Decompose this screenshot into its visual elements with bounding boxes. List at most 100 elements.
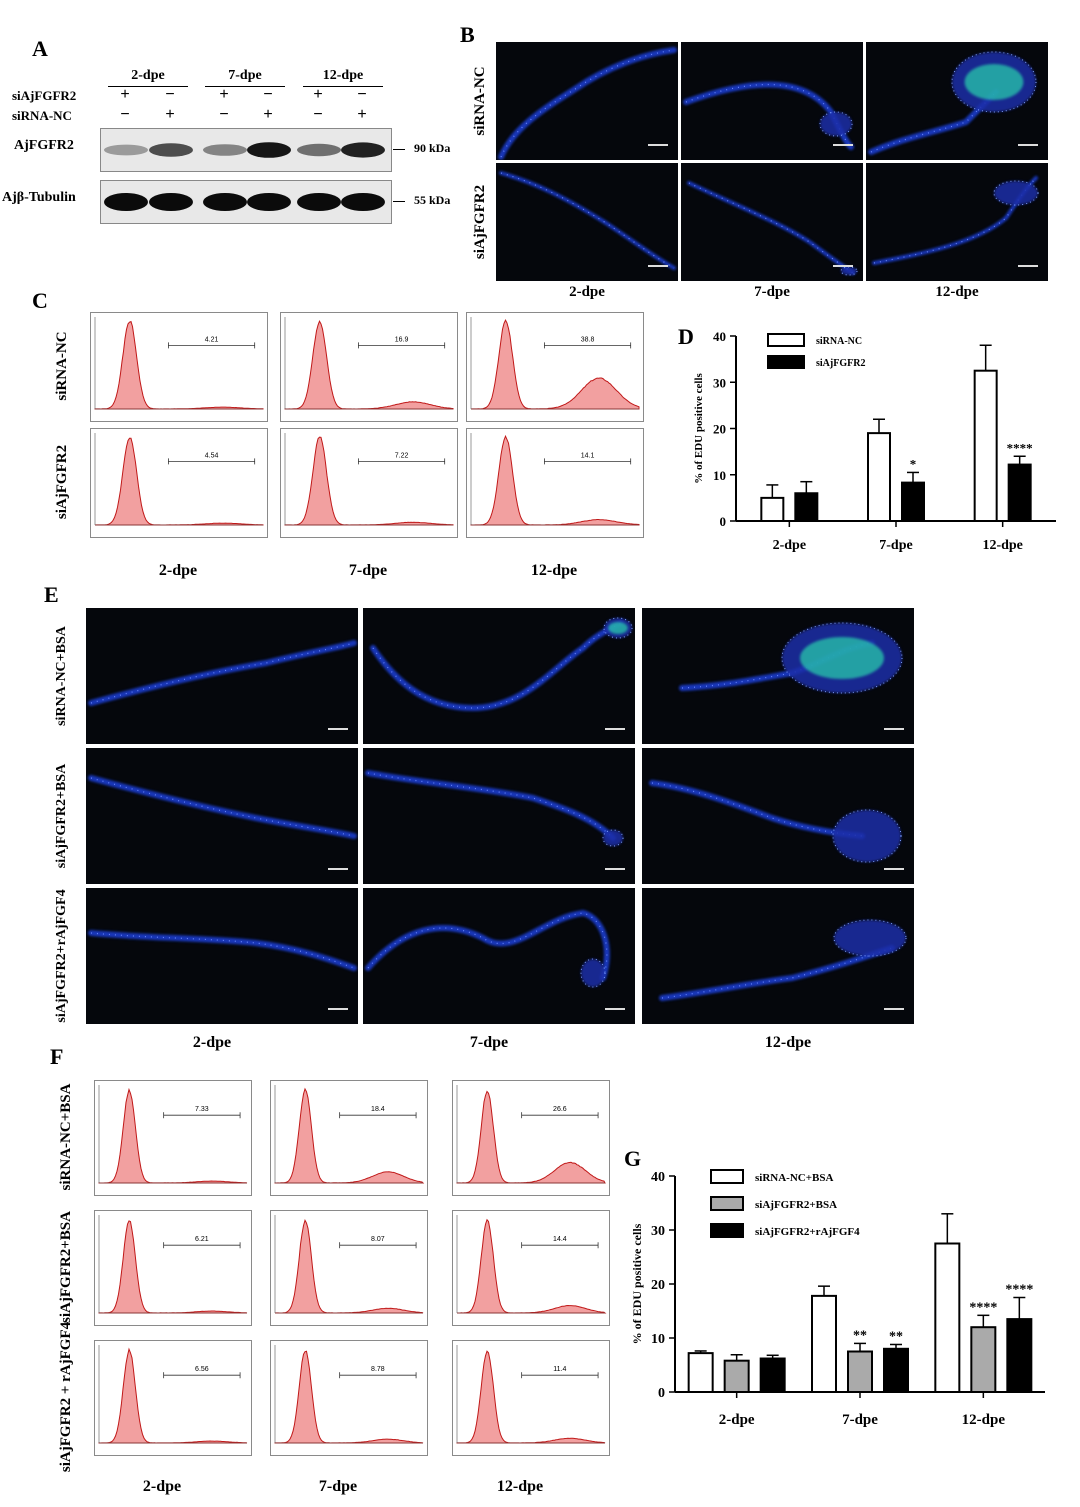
micro-image-e-sirna-nc-bsa-2-dpe xyxy=(86,608,358,744)
y-tick-label: 30 xyxy=(713,375,726,390)
wb-sign: − xyxy=(219,106,229,123)
wb-sign: − xyxy=(357,86,367,103)
tissue-image xyxy=(88,640,357,706)
y-tick-label: 20 xyxy=(651,1278,665,1293)
legend-label-siajfgfr2-bsa: siAjFGFR2+BSA xyxy=(755,1199,837,1211)
blot-band xyxy=(149,143,193,157)
bar-sirna-nc-7-dpe xyxy=(867,432,891,522)
y-tick-label: 0 xyxy=(720,514,727,529)
wb-sign: − xyxy=(120,106,130,123)
bar-siajfgfr2-rajfgf4-12-dpe xyxy=(1006,1318,1033,1394)
flow-histogram-siajfgfr2-2-dpe: 4.54 xyxy=(90,428,268,538)
tissue-image xyxy=(872,176,1039,265)
histogram: 18.4 xyxy=(274,1085,425,1184)
wb-sign: − xyxy=(263,86,273,103)
gate-value: 14.4 xyxy=(553,1236,567,1243)
panel-d-label: D xyxy=(678,324,694,349)
gate-value: 8.07 xyxy=(371,1236,385,1243)
gate-value: 16.9 xyxy=(395,336,409,343)
tissue-image xyxy=(868,51,1037,155)
wb-group-line xyxy=(108,86,188,87)
gate-value: 8.78 xyxy=(371,1366,385,1373)
scale-bar xyxy=(648,265,668,267)
histogram: 11.4 xyxy=(456,1345,606,1444)
significance-mark: **** xyxy=(1007,440,1033,455)
tissue-image xyxy=(499,171,676,270)
micro-image-e-sirna-nc-bsa-12-dpe xyxy=(642,608,914,744)
significance-mark: ** xyxy=(853,1328,867,1343)
wb-sign: + xyxy=(219,86,229,103)
col-label-2-dpe: 2-dpe xyxy=(569,284,605,300)
bar-siajfgfr2-2-dpe xyxy=(794,492,819,522)
col-label-c-7-dpe: 7-dpe xyxy=(348,562,388,579)
panel-c-label: C xyxy=(32,288,48,313)
gate-value: 4.21 xyxy=(205,336,219,343)
wb-group-12-dpe: 12-dpe xyxy=(322,68,364,83)
blot-band xyxy=(341,193,385,211)
tissue-image xyxy=(679,622,903,694)
gate-value: 6.21 xyxy=(195,1236,209,1243)
blot-band xyxy=(341,142,385,158)
micro-image-e-siajfgfr2-bsa-12-dpe xyxy=(642,748,914,884)
bar-siajfgfr2-bsa-12-dpe xyxy=(970,1326,997,1393)
blot-band xyxy=(247,193,291,211)
tissue-image xyxy=(365,909,610,988)
histogram: 7.33 xyxy=(98,1085,248,1184)
gate-value: 38.8 xyxy=(581,336,595,343)
panel-f-label: F xyxy=(50,1044,64,1069)
wb-sign: + xyxy=(357,106,367,123)
tissue-image xyxy=(649,780,902,863)
col-label-12-dpe: 12-dpe xyxy=(935,284,979,300)
x-tick-label-7-dpe: 7-dpe xyxy=(842,1412,878,1428)
scale-bar xyxy=(648,144,668,146)
y-tick-label: 10 xyxy=(651,1332,665,1347)
bar-siajfgfr2-bsa-7-dpe xyxy=(847,1350,873,1393)
bar-chart-d: 0 10 20 30 40 % of EDU positive cells 2-dpe * 7-… xyxy=(680,320,1060,570)
scale-bar xyxy=(328,1008,348,1010)
micro-image-sirna-nc-2-dpe xyxy=(496,42,678,160)
bar-siajfgfr2-rajfgf4-7-dpe xyxy=(883,1347,909,1394)
histogram: 14.1 xyxy=(470,433,640,526)
x-tick-label-2-dpe: 2-dpe xyxy=(719,1412,755,1428)
legend-swatch xyxy=(767,333,805,347)
scale-bar xyxy=(884,1008,904,1010)
scale-bar xyxy=(605,728,625,730)
col-label-e-7-dpe: 7-dpe xyxy=(469,1034,509,1051)
flow-histogram-f-siajfgfr2-bsa-2-dpe: 6.21 xyxy=(94,1210,252,1326)
wb-sign: − xyxy=(165,86,175,103)
blot-band xyxy=(297,193,341,211)
row-label-siajfgfr2: siAjFGFR2 xyxy=(472,184,488,260)
col-label-c-2-dpe: 2-dpe xyxy=(158,562,198,579)
tissue-image xyxy=(88,775,357,839)
histogram: 6.56 xyxy=(98,1345,248,1444)
micro-image-e-siajfgfr2-bsa-7-dpe xyxy=(363,748,635,884)
scale-bar xyxy=(1018,144,1038,146)
flow-histogram-f-siajfgfr2-rajfgf4-12-dpe: 11.4 xyxy=(452,1340,610,1456)
histogram: 6.21 xyxy=(98,1215,248,1314)
flow-histogram-sirna-nc-2-dpe: 4.21 xyxy=(90,312,268,422)
wb-protein-ajfgfr2: AjFGFR2 xyxy=(14,138,74,153)
flow-histogram-f-sirna-nc-bsa-2-dpe: 7.33 xyxy=(94,1080,252,1196)
col-label-f-7-dpe: 7-dpe xyxy=(318,1478,358,1495)
micro-image-siajfgfr2-2-dpe xyxy=(496,163,678,281)
scale-bar xyxy=(884,868,904,870)
micro-image-sirna-nc-7-dpe xyxy=(681,42,863,160)
kda-label: 90 kDa xyxy=(414,141,451,155)
blot-band xyxy=(203,144,247,156)
histogram: 7.22 xyxy=(284,433,454,526)
micro-image-sirna-nc-12-dpe xyxy=(866,42,1048,160)
wb-protein-aj-tubulin: Ajβ-Tubulin xyxy=(2,190,76,205)
micro-image-e-siajfgfr2-rajfgf4-12-dpe xyxy=(642,888,914,1024)
legend-swatch xyxy=(710,1196,744,1211)
blot-band xyxy=(203,193,247,211)
y-tick-label: 10 xyxy=(713,468,726,483)
y-tick-label: 40 xyxy=(651,1170,665,1185)
panel-g-label: G xyxy=(624,1146,642,1171)
blot-band xyxy=(104,193,148,211)
x-tick-label-12-dpe: 12-dpe xyxy=(982,538,1022,553)
wb-sign: + xyxy=(263,106,273,123)
tissue-image xyxy=(683,81,854,150)
histogram: 38.8 xyxy=(470,317,640,410)
wb-group-line xyxy=(303,86,383,87)
scale-bar xyxy=(1018,265,1038,267)
